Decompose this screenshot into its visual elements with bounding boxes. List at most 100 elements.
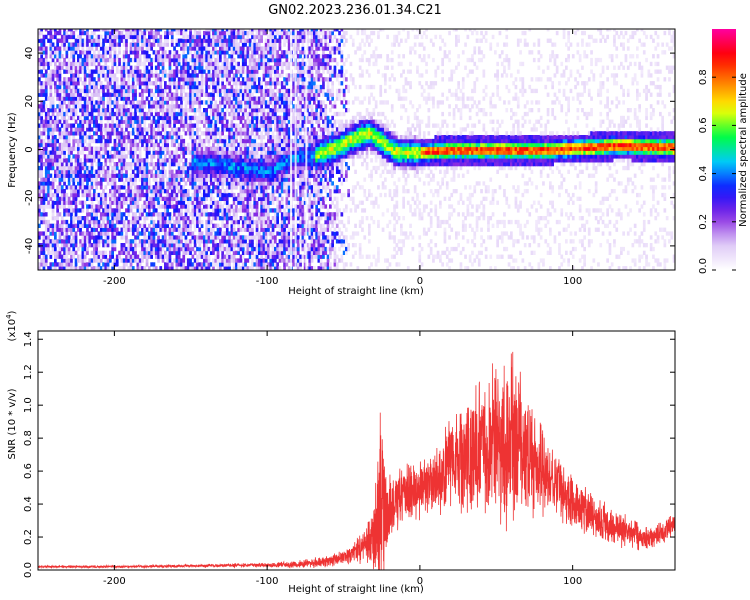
- spectrogram-cell: [122, 92, 126, 97]
- spectrogram-cell: [134, 158, 137, 163]
- spectrogram-cell: [244, 131, 247, 136]
- spectrogram-cell: [173, 189, 176, 194]
- spectrogram-cell: [180, 29, 183, 32]
- spectrogram-cell: [198, 100, 202, 105]
- spectrogram-cell: [262, 181, 266, 186]
- spectrogram-cell: [42, 38, 46, 43]
- spectrogram-cell: [81, 65, 85, 70]
- spectrogram-cell: [145, 235, 149, 240]
- spectrogram-cell: [264, 119, 268, 124]
- spectrogram-cell: [262, 69, 266, 74]
- spectrogram-cell: [67, 200, 71, 205]
- spectrogram-cell: [118, 185, 121, 190]
- spectrogram-cell: [74, 239, 78, 244]
- spectrogram-cell: [154, 100, 158, 105]
- spectrogram-cell: [40, 61, 43, 67]
- spectrogram-cell: [56, 123, 59, 128]
- spectrogram-cell: [164, 169, 167, 174]
- spectrogram-cell: [244, 88, 247, 94]
- spectrogram-cell: [216, 266, 220, 270]
- spectrogram-cell: [47, 30, 50, 36]
- spectrogram-cell: [244, 239, 247, 244]
- spectrogram-cell: [251, 246, 254, 252]
- spectrogram-cell: [122, 258, 126, 263]
- spectrogram-cell: [131, 258, 135, 263]
- spectrogram-cell: [77, 81, 80, 86]
- spectrogram-cell: [207, 127, 211, 132]
- spectrogram-cell: [264, 127, 268, 132]
- spectrogram-cell: [154, 231, 158, 236]
- spectrogram-cell: [38, 142, 41, 148]
- spectrogram-cell: [262, 173, 266, 178]
- spectrogram-cell: [205, 61, 208, 67]
- spectrogram-cell: [136, 57, 140, 63]
- spectrogram-cell: [56, 96, 59, 101]
- spectrogram-cell: [90, 146, 94, 151]
- spectrogram-cell: [150, 216, 153, 221]
- spectrogram-cell: [209, 135, 213, 140]
- spectrogram-cell: [260, 246, 263, 252]
- spectrogram-cell: [200, 150, 204, 155]
- spectrogram-cell: [95, 227, 98, 232]
- spectrogram-cell: [168, 150, 172, 155]
- spectrogram-cell: [251, 115, 254, 121]
- spectrogram-cell: [74, 108, 78, 113]
- spectrogram-cell: [134, 192, 137, 198]
- spectrogram-cell: [143, 61, 147, 67]
- spectrogram-cell: [118, 131, 121, 136]
- spectrogram-cell: [118, 84, 121, 90]
- spectrogram-cell: [175, 146, 179, 151]
- spectrogram-cell: [54, 266, 57, 270]
- spectrogram-cell: [196, 266, 199, 270]
- spectrogram-cell: [152, 119, 156, 124]
- spectrogram-cell: [129, 142, 133, 148]
- spectrogram-cell: [235, 219, 238, 225]
- spectrogram-cell: [164, 96, 167, 101]
- spectrogram-cell: [207, 239, 211, 244]
- spectrogram-cell: [83, 192, 87, 198]
- spectrogram-cell: [44, 212, 48, 217]
- spectrogram-cell: [83, 54, 87, 59]
- spectrogram-cell: [205, 181, 208, 186]
- spectrogram-cell: [109, 204, 112, 209]
- spectrogram-cell: [248, 177, 252, 182]
- spectrogram-cell: [120, 65, 124, 70]
- spectrogram-cell: [42, 177, 46, 182]
- spectrogram-cell: [115, 123, 119, 128]
- spectrogram-cell: [134, 181, 137, 186]
- spectrogram-cell: [93, 196, 96, 201]
- spectrogram-cell: [157, 119, 160, 124]
- spectrogram-cell: [219, 50, 222, 55]
- spectrogram-cell: [262, 135, 266, 140]
- spectrogram-cell: [157, 189, 160, 194]
- spectrogram-cell: [267, 162, 270, 167]
- spectrogram-cell: [232, 239, 236, 244]
- spectrogram-cell: [81, 57, 85, 63]
- spectrogram-cell: [225, 192, 229, 198]
- spectrogram-cell: [193, 108, 197, 113]
- spectrogram-cell: [129, 131, 133, 136]
- spectrogram-cell: [241, 154, 245, 159]
- spectrogram-cell: [65, 239, 69, 244]
- spectrogram-cell: [106, 77, 110, 82]
- spectrogram-cell: [154, 77, 158, 82]
- spectrogram-cell: [67, 61, 71, 67]
- spectrogram-cell: [200, 235, 204, 240]
- spectrogram-cell: [154, 50, 158, 55]
- spectrogram-cell: [86, 34, 89, 40]
- spectrogram-cell: [54, 29, 57, 32]
- spectrogram-cell: [152, 135, 156, 140]
- spectrogram-cell: [196, 258, 199, 263]
- spectrogram-cell: [65, 50, 69, 55]
- spectrogram-cell: [63, 154, 66, 159]
- spectrogram-cell: [170, 29, 174, 32]
- spectrogram-cell: [264, 262, 268, 267]
- spectrogram-cell: [157, 29, 160, 32]
- spectrogram-cell: [143, 208, 147, 213]
- spectrogram-cell: [99, 216, 103, 221]
- spectrogram-cell: [111, 208, 114, 213]
- spectrogram-cell: [136, 142, 140, 148]
- spectrogram-cell: [109, 96, 112, 101]
- spectrogram-cell: [198, 239, 202, 244]
- spectrogram-cell: [166, 73, 169, 78]
